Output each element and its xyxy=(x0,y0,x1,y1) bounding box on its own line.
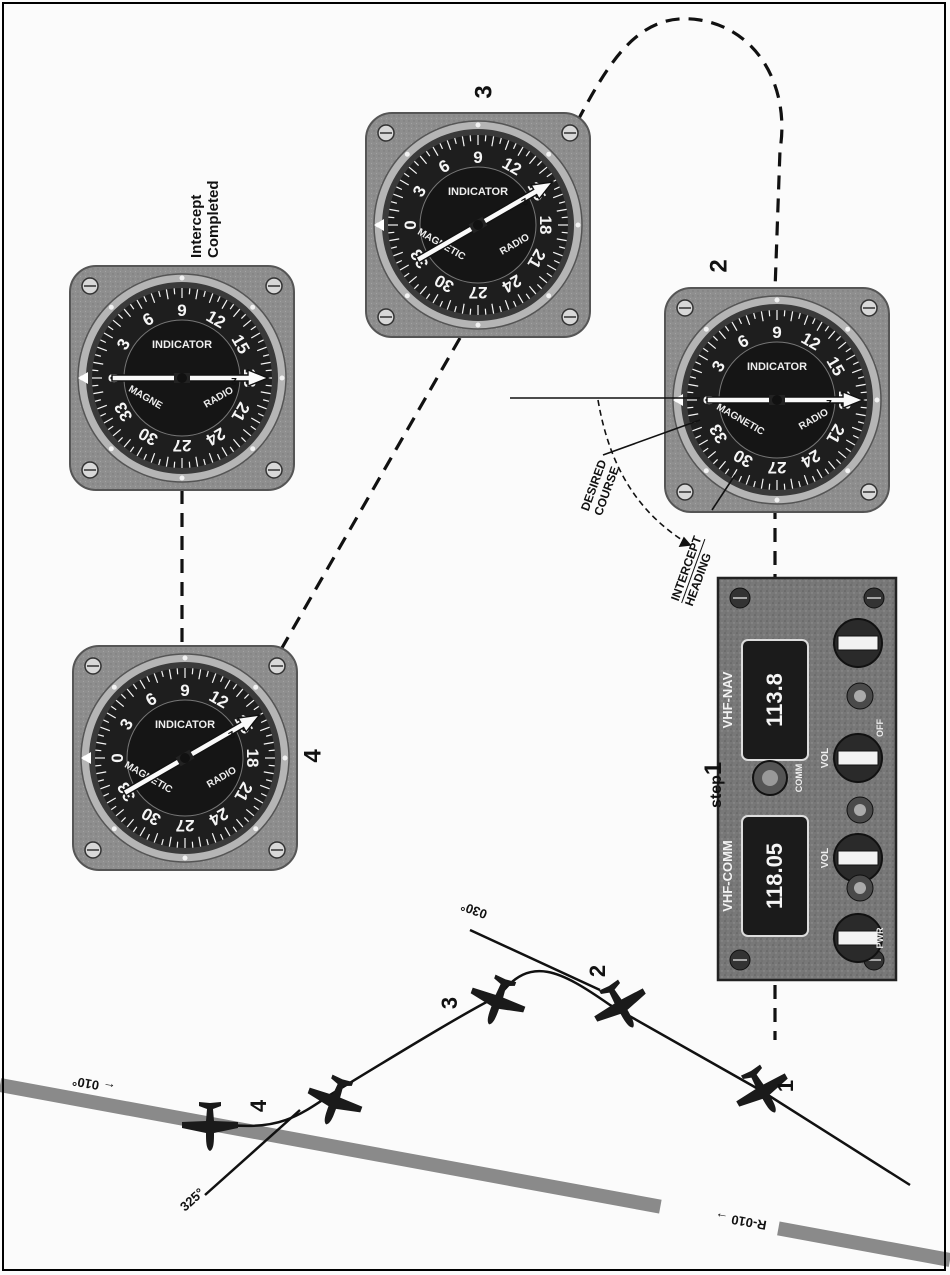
svg-text:VHF-COMM: VHF-COMM xyxy=(720,840,735,912)
indicator-completed: 03691215182124273033INDICATORMAGNERADIO2 xyxy=(69,265,295,491)
dashed-path-completed-to-3 xyxy=(273,337,462,661)
dial-number: 9 xyxy=(177,301,186,320)
screw-icon xyxy=(81,277,99,295)
compass-card: 03691215182124273033INDICATORMAGNETICRAD… xyxy=(388,135,568,315)
radial-label-gap xyxy=(658,1189,782,1239)
needle-number: 2 xyxy=(231,375,237,386)
svg-text:113.8: 113.8 xyxy=(762,673,787,727)
instrument-3-number: 3 xyxy=(470,85,498,99)
indicator-label: INDICATOR xyxy=(747,361,807,373)
aircraft-icon xyxy=(736,1064,788,1113)
dial-number: 18 xyxy=(536,216,555,235)
screw-icon xyxy=(268,841,286,859)
step-label: step1 xyxy=(700,761,727,808)
needle-number: 2 xyxy=(226,728,237,741)
screw-icon xyxy=(860,299,878,317)
aircraft-icon xyxy=(594,979,646,1028)
dial-number: 0 xyxy=(401,220,420,229)
comm-small-label: COMM xyxy=(794,764,804,793)
indicator-2: 03691215182124273033INDICATORMAGNETICRAD… xyxy=(664,287,890,513)
screw-icon xyxy=(81,461,99,479)
screw-icon xyxy=(84,841,102,859)
comm-frequency-window: 118.05 VHF-COMM xyxy=(720,815,809,937)
small-knob-icon[interactable] xyxy=(846,874,874,902)
dial-number: 27 xyxy=(173,436,192,455)
map-aircraft-3-number: 3 xyxy=(437,996,463,1010)
dial-number: 9 xyxy=(772,323,781,342)
svg-text:118.05: 118.05 xyxy=(762,843,787,909)
instrument-4-number: 4 xyxy=(299,749,327,763)
dial-number: 27 xyxy=(176,816,195,835)
dashed-path-group xyxy=(180,17,784,1040)
indicator-label: INDICATOR xyxy=(155,719,215,731)
screw-icon xyxy=(561,308,579,326)
dial-number: 27 xyxy=(469,283,488,302)
map-aircraft-1-number: 1 xyxy=(773,1079,799,1093)
map-aircraft-2-number: 2 xyxy=(585,964,611,978)
comm-freq-knob[interactable] xyxy=(833,913,883,963)
dial-number: 18 xyxy=(243,749,262,768)
screw-icon xyxy=(84,657,102,675)
small-knob-icon[interactable] xyxy=(846,796,874,824)
dial-number: 9 xyxy=(180,681,189,700)
screw-icon xyxy=(377,124,395,142)
needle-number: 2 xyxy=(519,195,530,208)
off-label: OFF xyxy=(875,719,885,737)
nav-freq-knob[interactable] xyxy=(833,618,883,668)
screw-icon xyxy=(676,299,694,317)
radio-panel: 113.8 VHF-NAV 118.05 VHF-COMM COMM VOL VOL OFF P… xyxy=(716,576,898,982)
needle-number: 2 xyxy=(826,397,832,408)
indicator-label: INDICATOR xyxy=(152,339,212,351)
lubber-mark xyxy=(673,394,683,406)
instrument-2-leaders xyxy=(510,397,736,547)
nav-frequency-window: 113.8 VHF-NAV xyxy=(720,639,809,761)
screw-icon xyxy=(561,124,579,142)
dial-number: 0 xyxy=(108,753,127,762)
screw-icon xyxy=(863,587,885,609)
dashed-path-3-loop xyxy=(575,17,784,291)
instrument-2-number: 2 xyxy=(705,259,733,273)
screw-icon xyxy=(729,949,751,971)
screw-icon xyxy=(676,483,694,501)
lubber-mark xyxy=(78,372,88,384)
indicator-label: INDICATOR xyxy=(448,186,508,198)
dial-number: 9 xyxy=(473,148,482,167)
small-knob-icon[interactable] xyxy=(846,682,874,710)
aircraft-icon xyxy=(307,1074,363,1125)
aircraft-icon xyxy=(182,1102,238,1151)
svg-text:VHF-NAV: VHF-NAV xyxy=(720,671,735,728)
intercept-completed-label: Intercept Completed xyxy=(188,180,222,258)
dial-number: 27 xyxy=(768,458,787,477)
screw-icon xyxy=(265,461,283,479)
screw-icon xyxy=(268,657,286,675)
screw-icon xyxy=(265,277,283,295)
radial-line xyxy=(0,1078,950,1267)
vol-label: VOL xyxy=(820,748,831,769)
flight-path xyxy=(204,928,911,1196)
lubber-mark xyxy=(374,219,384,231)
indicator-4: 03691215182124273033INDICATORMAGNETICRAD… xyxy=(72,645,298,871)
indicator-3: 03691215182124273033INDICATORMAGNETICRAD… xyxy=(365,112,591,338)
pwr-label: PWR xyxy=(875,927,885,948)
map-aircraft-4-number: 4 xyxy=(246,1099,272,1113)
vol-label-2: VOL xyxy=(820,848,831,869)
nav-vol-knob[interactable] xyxy=(833,733,883,783)
lubber-mark xyxy=(81,752,91,764)
screw-icon xyxy=(377,308,395,326)
aircraft-icon xyxy=(470,974,526,1025)
screw-icon xyxy=(860,483,878,501)
screw-icon xyxy=(729,587,751,609)
